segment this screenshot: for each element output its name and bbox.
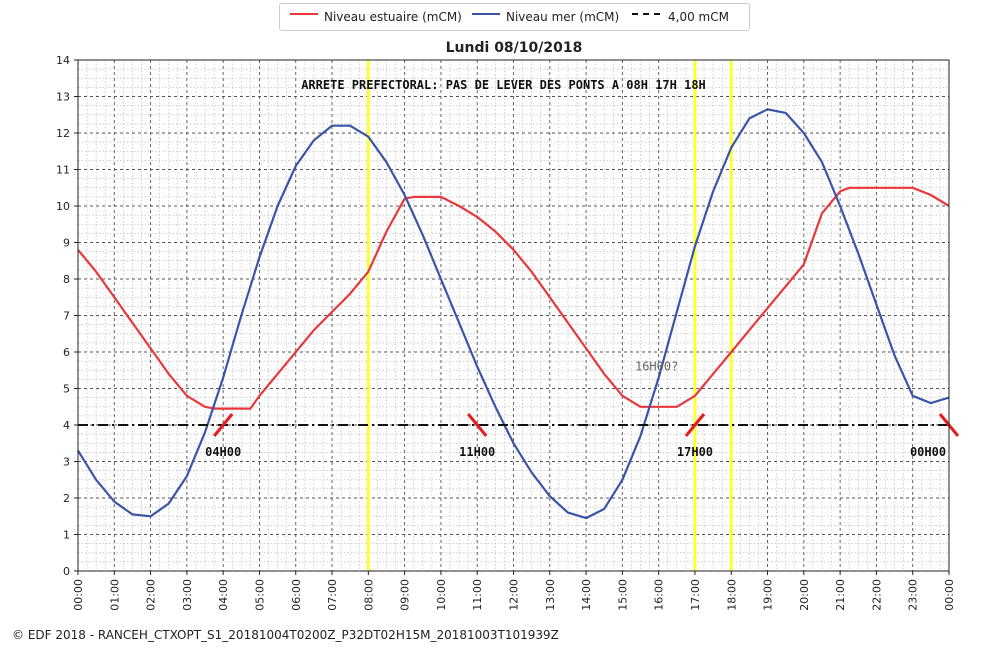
y-tick-label: 12	[56, 127, 70, 140]
chart-annotations: ARRETE PREFECTORAL: PAS DE LEVER DES PON…	[301, 78, 706, 373]
crossing-label: 04H00	[205, 445, 241, 459]
x-tick-label: 10:00	[435, 579, 448, 611]
y-tick-label: 4	[63, 419, 70, 432]
legend-label-mer: Niveau mer (mCM)	[506, 10, 620, 24]
x-tick-label: 21:00	[834, 579, 847, 611]
y-tick-label: 7	[63, 310, 70, 323]
x-tick-label: 19:00	[762, 579, 775, 611]
x-tick-label: 20:00	[798, 579, 811, 611]
crossing-markers: 04H00 11H00 17H00 00H00	[205, 413, 960, 459]
x-tick-label: 15:00	[616, 579, 629, 611]
legend-label-estuaire: Niveau estuaire (mCM)	[324, 10, 462, 24]
y-tick-label: 5	[63, 383, 70, 396]
x-tick-label: 05:00	[253, 579, 266, 611]
x-tick-label: 00:00	[943, 579, 956, 611]
x-tick-label: 08:00	[362, 579, 375, 611]
crossing-tick	[467, 413, 488, 437]
x-tick-label: 06:00	[290, 579, 303, 611]
decree-annotation: ARRETE PREFECTORAL: PAS DE LEVER DES PON…	[301, 78, 706, 92]
y-tick-label: 3	[63, 456, 70, 469]
crossing-label: 17H00	[677, 445, 713, 459]
x-tick-label: 22:00	[870, 579, 883, 611]
legend-swatch-threshold	[632, 13, 660, 15]
y-tick-label: 14	[56, 54, 70, 67]
y-tick-label: 11	[56, 164, 70, 177]
time-annotation: 16H00?	[635, 360, 678, 374]
crossing-label: 00H00	[910, 445, 946, 459]
x-tick-label: 01:00	[108, 579, 121, 611]
y-tick-label: 9	[63, 237, 70, 250]
x-tick-label: 23:00	[907, 579, 920, 611]
legend-swatch-mer	[472, 13, 500, 15]
crossing-label: 11H00	[459, 445, 495, 459]
crossing-tick	[684, 413, 706, 437]
legend-swatch-estuaire	[290, 13, 318, 15]
y-tick-label: 13	[56, 91, 70, 104]
x-tick-label: 00:00	[72, 579, 85, 611]
x-tick-label: 12:00	[508, 579, 521, 611]
major-grid	[77, 59, 950, 572]
series-line-1	[77, 108, 950, 520]
legend-label-threshold: 4,00 mCM	[668, 10, 729, 24]
y-tick-label: 10	[56, 200, 70, 213]
series-line-0	[77, 186, 950, 410]
x-tick-label: 03:00	[181, 579, 194, 611]
y-tick-label: 8	[63, 273, 70, 286]
x-tick-label: 14:00	[580, 579, 593, 611]
x-tick-label: 16:00	[653, 579, 666, 611]
crossing-tick	[213, 413, 234, 437]
x-tick-label: 04:00	[217, 579, 230, 611]
x-tick-label: 13:00	[544, 579, 557, 611]
x-tick-label: 02:00	[145, 579, 158, 611]
y-tick-label: 1	[63, 529, 70, 542]
chart-legend: Niveau estuaire (mCM) Niveau mer (mCM) 4…	[279, 3, 750, 31]
x-tick-label: 07:00	[326, 579, 339, 611]
x-tick-label: 17:00	[689, 579, 702, 611]
x-tick-label: 09:00	[399, 579, 412, 611]
y-tick-label: 2	[63, 492, 70, 505]
y-tick-label: 6	[63, 346, 70, 359]
vertical-markers	[366, 60, 733, 571]
x-tick-label: 11:00	[471, 579, 484, 611]
chart-title: Lundi 08/10/2018	[446, 40, 583, 56]
footer-credit: © EDF 2018 - RANCEH_CTXOPT_S1_20181004T0…	[12, 628, 559, 642]
y-tick-label: 0	[63, 565, 70, 578]
x-tick-label: 18:00	[725, 579, 738, 611]
